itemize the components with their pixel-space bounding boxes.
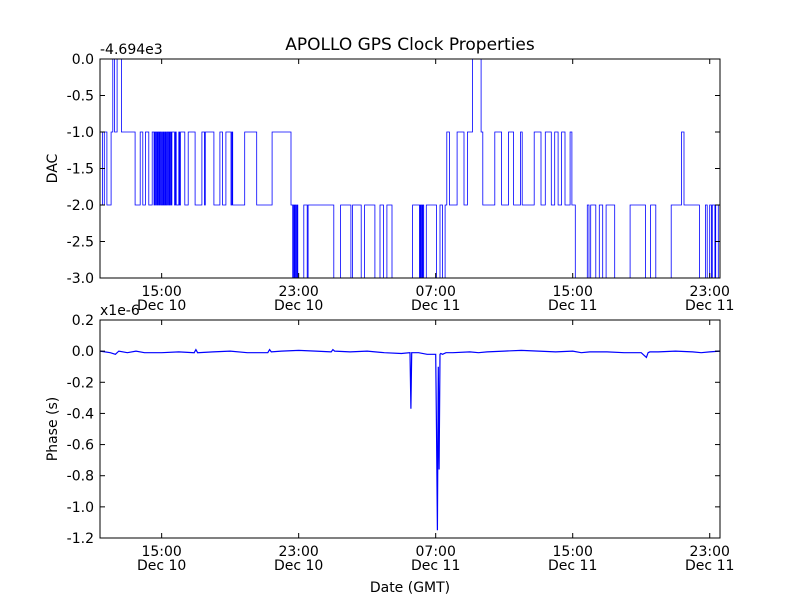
x-tick-date-label: Dec 10 (274, 558, 323, 574)
x-tick-date-label: Dec 11 (548, 298, 597, 314)
y-tick-label: -0.4 (67, 406, 94, 422)
x-tick-label: 23:00 (690, 284, 730, 300)
axis-offset-label: x1e-6 (100, 303, 140, 319)
y-axis-label: DAC (45, 153, 61, 183)
y-tick-label: -1.2 (67, 531, 94, 547)
x-tick-date-label: Dec 11 (685, 558, 734, 574)
plot-frame (99, 319, 721, 539)
y-tick-label: 0.0 (72, 52, 94, 68)
axis-offset-label: -4.694e3 (100, 42, 163, 58)
y-tick-label: -0.6 (67, 438, 94, 454)
y-tick-label: -0.5 (67, 89, 94, 105)
x-tick-label: 23:00 (278, 284, 318, 300)
y-tick-label: -2.5 (67, 235, 94, 251)
x-tick-date-label: Dec 11 (548, 558, 597, 574)
y-tick-label: -0.8 (67, 469, 94, 485)
x-tick-date-label: Dec 11 (411, 298, 460, 314)
x-tick-label: 07:00 (416, 284, 456, 300)
x-tick-date-label: Dec 11 (685, 298, 734, 314)
y-tick-label: -2.0 (67, 198, 94, 214)
series-line (99, 348, 721, 531)
y-tick-label: -1.0 (67, 125, 94, 141)
y-tick-label: -1.5 (67, 162, 94, 178)
y-tick-label: 0.0 (72, 344, 94, 360)
y-tick-label: -3.0 (67, 271, 94, 287)
y-tick-label: 0.2 (72, 313, 94, 329)
chart-title: APOLLO GPS Clock Properties (285, 35, 535, 55)
x-tick-date-label: Dec 10 (137, 558, 186, 574)
x-tick-date-label: Dec 10 (137, 298, 186, 314)
x-tick-label: 07:00 (416, 544, 456, 560)
y-tick-label: -1.0 (67, 500, 94, 516)
y-tick-label: -0.2 (67, 375, 94, 391)
x-tick-label: 23:00 (690, 544, 730, 560)
x-tick-label: 15:00 (553, 284, 593, 300)
x-tick-date-label: Dec 10 (274, 298, 323, 314)
x-tick-date-label: Dec 11 (411, 558, 460, 574)
x-tick-label: 15:00 (141, 544, 181, 560)
x-tick-label: 15:00 (553, 544, 593, 560)
x-axis-label: Date (GMT) (370, 580, 450, 596)
x-tick-label: 15:00 (141, 284, 181, 300)
y-axis-label: Phase (s) (45, 397, 61, 461)
x-tick-label: 23:00 (278, 544, 318, 560)
